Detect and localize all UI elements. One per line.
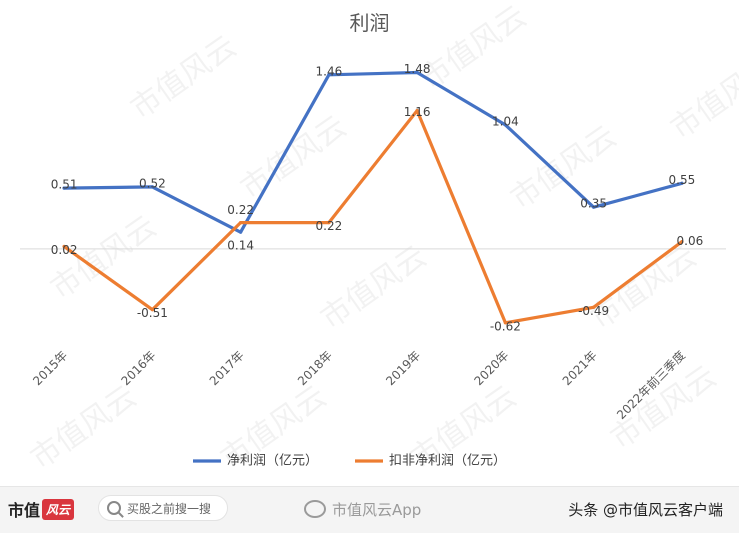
watermark-text: 市值风云 bbox=[585, 239, 703, 336]
data-label: 0.22 bbox=[316, 219, 343, 233]
data-label: 1.16 bbox=[404, 105, 431, 119]
data-label: 0.35 bbox=[580, 197, 607, 211]
data-label: 0.55 bbox=[669, 173, 696, 187]
data-label: -0.49 bbox=[578, 304, 609, 318]
watermark-text: 市值风云 bbox=[315, 239, 433, 336]
data-point bbox=[503, 123, 507, 127]
watermark-text: 市值风云 bbox=[665, 49, 739, 146]
data-label: 0.06 bbox=[677, 234, 704, 248]
bottom-bar: 市值 风云 买股之前搜一搜 市值风云App 头条 @市值风云客户端 bbox=[0, 486, 739, 533]
data-point bbox=[415, 70, 419, 75]
data-point bbox=[680, 240, 684, 244]
data-point bbox=[503, 321, 507, 325]
data-point bbox=[62, 244, 66, 249]
data-point bbox=[327, 73, 331, 77]
search-box[interactable]: 买股之前搜一搜 bbox=[98, 495, 228, 521]
weibo-icon bbox=[304, 500, 326, 518]
watermark-text: 市值风云 bbox=[45, 209, 163, 306]
watermark-text: 市值风云 bbox=[125, 29, 243, 126]
series-line-adjusted-net-profit bbox=[62, 108, 684, 325]
data-point bbox=[680, 181, 684, 185]
brand-text: 市值 bbox=[8, 501, 41, 520]
data-point bbox=[239, 230, 243, 234]
search-placeholder: 买股之前搜一搜 bbox=[127, 501, 212, 516]
chart-area: 市值风云 市值风云 市值风云 市值风云 市值风云 市值风云 市值风云 市值风云 市值风云 市值风云… bbox=[20, 0, 739, 477]
weibo-watermark: 市值风云App bbox=[304, 497, 421, 521]
x-tick-label: 2015年 bbox=[30, 348, 70, 388]
data-label: -0.51 bbox=[137, 306, 168, 320]
data-point bbox=[592, 305, 596, 309]
data-label: 0.52 bbox=[139, 176, 166, 190]
data-label: 0.02 bbox=[51, 243, 78, 257]
data-point bbox=[62, 186, 66, 190]
legend-label: 扣非净利润（亿元） bbox=[389, 454, 506, 469]
weibo-text: 市值风云App bbox=[332, 500, 422, 519]
search-icon bbox=[107, 501, 121, 515]
data-label: 1.04 bbox=[492, 114, 519, 128]
brand-badge: 风云 bbox=[42, 498, 75, 520]
brand-logo[interactable]: 市值 风云 bbox=[8, 495, 75, 523]
data-point bbox=[150, 185, 154, 189]
data-point bbox=[239, 221, 243, 225]
data-label: -0.62 bbox=[490, 319, 521, 333]
source-credit: 头条 @市值风云客户端 bbox=[568, 501, 723, 519]
chart-title: 利润 bbox=[350, 11, 390, 35]
data-point bbox=[592, 205, 596, 209]
data-point bbox=[415, 108, 419, 113]
data-point bbox=[327, 221, 331, 225]
watermark-text: 市值风云 bbox=[25, 379, 143, 476]
x-tick-label: 2016年 bbox=[119, 348, 159, 388]
series-line-net-profit bbox=[62, 70, 684, 234]
x-tick-label: 2021年 bbox=[560, 348, 600, 388]
legend-label: 净利润（亿元） bbox=[227, 454, 318, 469]
x-tick-label: 2017年 bbox=[207, 348, 247, 388]
data-label: 0.14 bbox=[227, 239, 254, 253]
data-label: 1.46 bbox=[316, 64, 343, 78]
data-label: 0.22 bbox=[227, 203, 254, 217]
data-label: 1.48 bbox=[404, 62, 431, 76]
watermark-text: 市值风云 bbox=[235, 109, 353, 206]
x-tick-label: 2019年 bbox=[383, 348, 423, 388]
data-point bbox=[150, 308, 154, 312]
data-label: 0.51 bbox=[51, 178, 78, 192]
x-tick-label: 2020年 bbox=[472, 348, 512, 388]
